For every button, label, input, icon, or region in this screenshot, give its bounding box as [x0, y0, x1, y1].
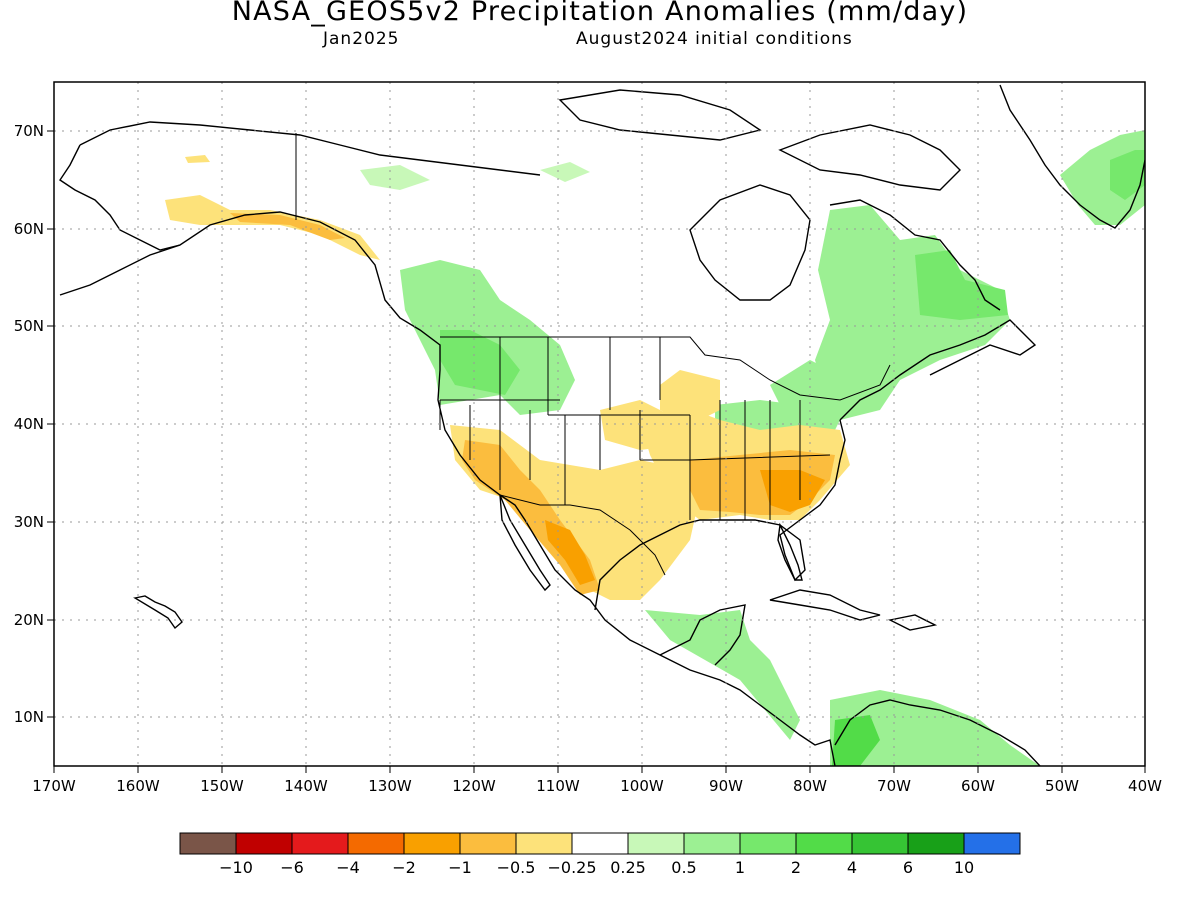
- lon-label: 50W: [1045, 777, 1079, 795]
- colorbar-swatch: [347, 832, 405, 855]
- colorbar-swatch: [515, 832, 573, 855]
- south-america-coast: [834, 699, 1041, 766]
- colorbar-tick-label: −4: [336, 858, 360, 877]
- latitude-labels: 70N 60N 50N 40N 30N 20N 10N: [14, 122, 44, 726]
- colorbar-swatch: [179, 832, 237, 855]
- us-canada-border: [440, 336, 891, 401]
- longitude-labels: 170W 160W 150W 140W 130W 120W 110W 100W …: [32, 777, 1162, 795]
- anomaly-central-america: [645, 610, 800, 740]
- florida: [777, 522, 803, 581]
- anomaly-greenland-strong: [1110, 150, 1145, 200]
- north-america-coastline: [59, 211, 836, 766]
- forecast-month: Jan2025: [323, 29, 400, 49]
- political-borders: [295, 133, 891, 576]
- baja-california: [499, 494, 551, 592]
- lon-label: 170W: [32, 777, 76, 795]
- lon-label: 150W: [200, 777, 244, 795]
- lon-label: 120W: [452, 777, 496, 795]
- lat-label: 40N: [14, 415, 44, 433]
- colorbar-tick-label: −1: [448, 858, 472, 877]
- colorbar-tick-label: −2: [392, 858, 416, 877]
- colorbar-swatch: [627, 832, 685, 855]
- us-mexico-border: [499, 494, 666, 576]
- colorbar-tick-label: −10: [219, 858, 253, 877]
- graticule: [54, 82, 1145, 766]
- arctic-islands: [558, 89, 762, 141]
- colorbar-tick-label: 4: [847, 858, 857, 877]
- lon-label: 40W: [1128, 777, 1162, 795]
- hispaniola: [887, 614, 938, 631]
- colorbar-swatch: [235, 832, 293, 855]
- lat-label: 60N: [14, 220, 44, 238]
- colorbar-swatch: [907, 832, 965, 855]
- anomaly-alaska-north: [360, 165, 430, 190]
- anomaly-mexico-strong: [545, 520, 595, 585]
- colorbar-swatch: [571, 832, 629, 855]
- anomaly-midwest-light: [660, 370, 720, 425]
- colorbar-swatch: [963, 832, 1021, 855]
- colorbar-tick-label: −0.25: [547, 858, 596, 877]
- labrador-coast: [829, 199, 1001, 311]
- colorbar-labels: −10 −6 −4 −2 −1 −0.5 −0.25 0.25 0.5 1 2 4 6 10: [219, 858, 974, 877]
- colorbar: [179, 832, 1021, 855]
- colorbar-swatch: [291, 832, 349, 855]
- baffin-island: [778, 124, 961, 191]
- colorbar-tick-label: −0.5: [497, 858, 536, 877]
- lat-label: 50N: [14, 317, 44, 335]
- colorbar-tick-label: 0.25: [610, 858, 646, 877]
- state-lines: [439, 337, 831, 520]
- east-coast: [839, 319, 1037, 421]
- initial-conditions: August2024 initial conditions: [576, 29, 853, 49]
- greenland-coast: [999, 84, 1145, 229]
- gulf-of-mexico-coast: [594, 419, 846, 611]
- cuba: [769, 589, 881, 621]
- axis-ticks: [47, 130, 1146, 773]
- anomaly-southeast-strong: [760, 470, 825, 512]
- map-title: NASA_GEOS5v2 Precipitation Anomalies (mm…: [231, 0, 969, 27]
- lon-label: 90W: [709, 777, 743, 795]
- anomaly-arctic-islands: [540, 162, 590, 182]
- arctic-coast: [79, 121, 541, 176]
- colorbar-tick-label: 2: [791, 858, 801, 877]
- lon-label: 80W: [793, 777, 827, 795]
- lon-label: 100W: [620, 777, 664, 795]
- hudson-bay: [689, 184, 811, 301]
- anomaly-south-america: [830, 690, 1040, 766]
- colorbar-swatch: [459, 832, 517, 855]
- lon-label: 130W: [368, 777, 412, 795]
- colorbar-tick-label: −6: [280, 858, 304, 877]
- anomaly-fields: [165, 130, 1145, 766]
- anomaly-labrador: [915, 250, 1008, 320]
- coastlines: [59, 84, 1145, 766]
- anomaly-alaska-coast-moderate: [230, 213, 345, 240]
- lat-label: 10N: [14, 708, 44, 726]
- colorbar-swatch: [851, 832, 909, 855]
- colorbar-swatch: [739, 832, 797, 855]
- lon-label: 60W: [961, 777, 995, 795]
- yucatan-coast: [659, 604, 746, 666]
- colorbar-tick-label: 10: [954, 858, 974, 877]
- colorbar-swatch: [795, 832, 853, 855]
- lon-label: 70W: [877, 777, 911, 795]
- alaska-west-coast: [59, 144, 181, 251]
- lon-label: 140W: [284, 777, 328, 795]
- anomaly-quebec: [815, 205, 1010, 395]
- colorbar-tick-label: 6: [903, 858, 913, 877]
- lon-label: 160W: [116, 777, 160, 795]
- lat-label: 70N: [14, 122, 44, 140]
- anomaly-alaska-coast: [165, 195, 380, 260]
- anomaly-colombia-strong: [832, 715, 880, 766]
- hawaii: [133, 595, 183, 630]
- colorbar-tick-label: 1: [735, 858, 745, 877]
- anomaly-greenland: [1060, 130, 1145, 225]
- lat-label: 30N: [14, 513, 44, 531]
- anomaly-great-lakes-ne: [770, 360, 900, 420]
- colorbar-tick-label: 0.5: [671, 858, 696, 877]
- lat-label: 20N: [14, 611, 44, 629]
- anomaly-alaska-north-dry: [185, 155, 210, 163]
- colorbar-swatch: [403, 832, 461, 855]
- lon-label: 110W: [536, 777, 580, 795]
- colorbar-swatch: [683, 832, 741, 855]
